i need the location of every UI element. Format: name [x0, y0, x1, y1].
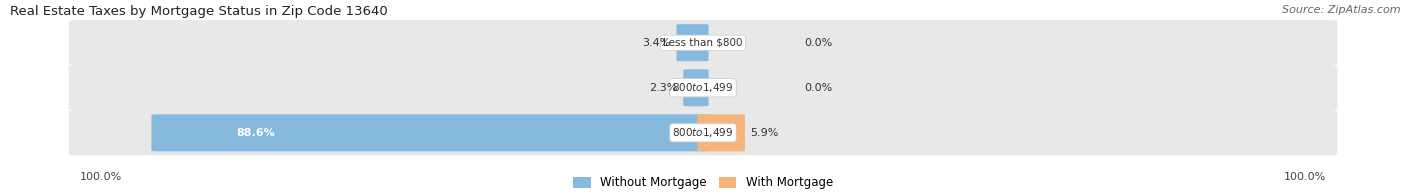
Text: 5.9%: 5.9%	[751, 128, 779, 138]
Text: 100.0%: 100.0%	[80, 172, 122, 183]
Text: 88.6%: 88.6%	[236, 128, 274, 138]
Text: 100.0%: 100.0%	[1284, 172, 1326, 183]
Text: 3.4%: 3.4%	[643, 38, 671, 48]
FancyBboxPatch shape	[676, 24, 709, 61]
Legend: Without Mortgage, With Mortgage: Without Mortgage, With Mortgage	[568, 172, 838, 194]
FancyBboxPatch shape	[69, 65, 1337, 110]
FancyBboxPatch shape	[69, 20, 1337, 65]
Text: 0.0%: 0.0%	[804, 38, 832, 48]
Text: Less than $800: Less than $800	[664, 38, 742, 48]
Text: 2.3%: 2.3%	[650, 83, 678, 93]
FancyBboxPatch shape	[69, 110, 1337, 155]
Text: Real Estate Taxes by Mortgage Status in Zip Code 13640: Real Estate Taxes by Mortgage Status in …	[10, 5, 388, 18]
FancyBboxPatch shape	[683, 69, 709, 106]
Text: 0.0%: 0.0%	[804, 83, 832, 93]
FancyBboxPatch shape	[152, 114, 709, 151]
Text: Source: ZipAtlas.com: Source: ZipAtlas.com	[1282, 5, 1400, 15]
Text: $800 to $1,499: $800 to $1,499	[672, 126, 734, 139]
Text: $800 to $1,499: $800 to $1,499	[672, 81, 734, 94]
FancyBboxPatch shape	[697, 114, 745, 151]
